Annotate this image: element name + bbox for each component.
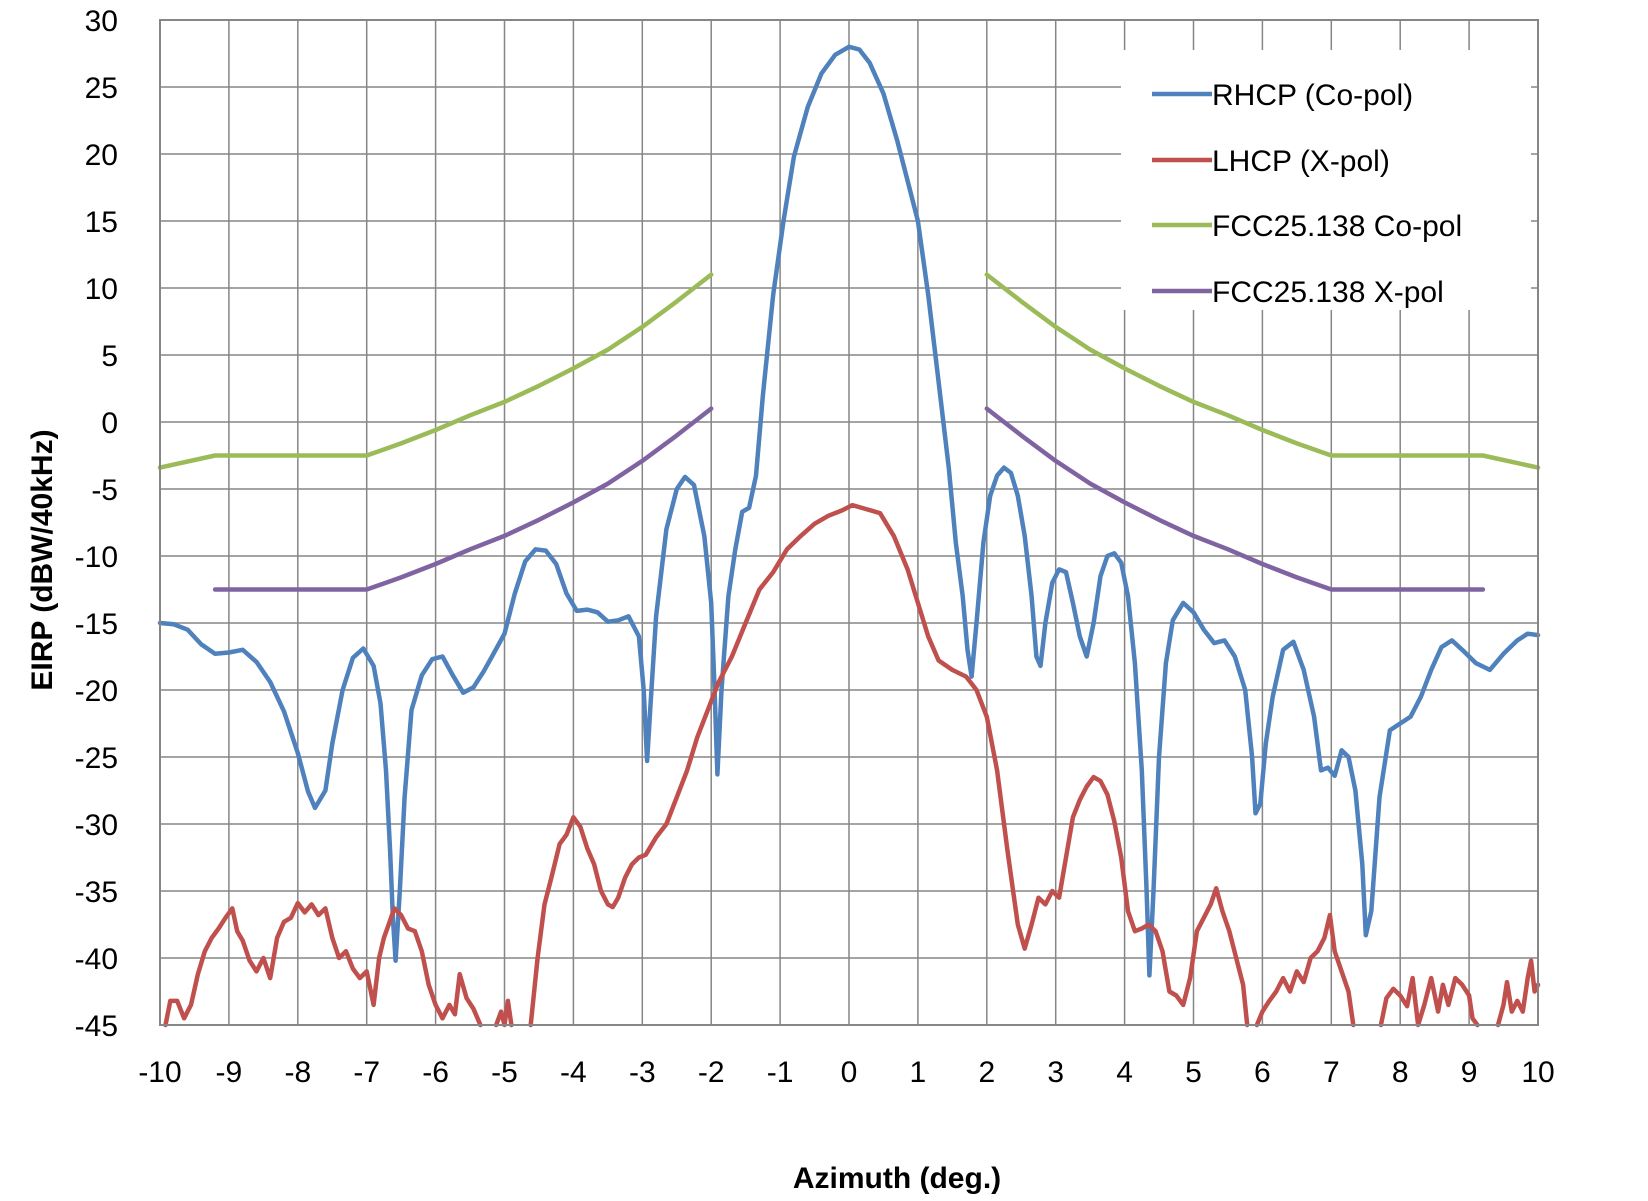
x-tick-label: 10	[1521, 1056, 1554, 1089]
x-tick-label: 2	[978, 1056, 995, 1089]
y-axis-title: EIRP (dBW/40kHz)	[26, 429, 59, 690]
y-tick-label: -45	[75, 1010, 118, 1043]
x-tick-label: -1	[767, 1056, 794, 1089]
series-line-fcc-xpol	[984, 406, 1486, 592]
series-line-lhcp	[1495, 958, 1541, 1028]
legend-label-rhcp: RHCP (Co-pol)	[1212, 79, 1413, 112]
x-tick-label: 6	[1254, 1056, 1271, 1089]
y-tick-label: -30	[75, 809, 118, 842]
legend-item-fcc-copol: FCC25.138 Co-pol	[1152, 210, 1462, 243]
x-tick-label: 1	[910, 1056, 927, 1089]
x-tick-label: -9	[216, 1056, 243, 1089]
y-tick-label: -20	[75, 675, 118, 708]
y-tick-label: -15	[75, 608, 118, 641]
legend-item-rhcp: RHCP (Co-pol)	[1152, 79, 1413, 112]
x-tick-label: -7	[353, 1056, 380, 1089]
x-axis-title: Azimuth (deg.)	[793, 1162, 1001, 1195]
x-axis-ticks: -10 -9 -8 -7 -6 -5 -4 -3 -2 -1 0 1 2 3 4 5 6 7 8 9 10	[138, 1056, 1554, 1089]
x-tick-label: -2	[698, 1056, 725, 1089]
x-tick-label: 0	[841, 1056, 858, 1089]
x-tick-label: 3	[1047, 1056, 1064, 1089]
y-tick-label: -5	[91, 474, 118, 507]
legend-item-fcc-xpol: FCC25.138 X-pol	[1152, 276, 1444, 309]
y-tick-label: 5	[101, 340, 118, 373]
series-line-lhcp	[528, 502, 1250, 1028]
x-tick-label: 9	[1461, 1056, 1478, 1089]
legend-item-lhcp: LHCP (X-pol)	[1152, 145, 1390, 178]
y-tick-label: 30	[85, 5, 118, 38]
plot-frame	[159, 19, 1539, 1026]
series-line-fcc-copol	[984, 272, 1541, 470]
x-tick-label: -5	[491, 1056, 518, 1089]
legend-label-fcc-copol: FCC25.138 Co-pol	[1212, 210, 1462, 243]
series-line-lhcp	[1254, 912, 1356, 1028]
y-tick-label: 15	[85, 206, 118, 239]
y-tick-label: 20	[85, 139, 118, 172]
legend-label-lhcp: LHCP (X-pol)	[1212, 145, 1390, 178]
x-tick-label: 4	[1116, 1056, 1133, 1089]
x-tick-label: -6	[422, 1056, 449, 1089]
plot-series	[157, 44, 1541, 1028]
y-tick-label: 0	[101, 407, 118, 440]
legend: RHCP (Co-pol) LHCP (X-pol) FCC25.138 Co-…	[1121, 50, 1531, 310]
y-tick-label: 10	[85, 273, 118, 306]
series-line-fcc-copol	[157, 272, 714, 470]
y-axis-ticks: 30 25 20 15 10 5 0 -5 -10 -15 -20 -25 -30 -35 -40 -45	[75, 5, 118, 1043]
x-tick-label: -4	[560, 1056, 587, 1089]
series-line-lhcp	[163, 900, 483, 1028]
x-tick-label: 7	[1323, 1056, 1340, 1089]
legend-label-fcc-xpol: FCC25.138 X-pol	[1212, 276, 1444, 309]
x-tick-label: -10	[138, 1056, 181, 1089]
x-tick-label: 5	[1185, 1056, 1202, 1089]
y-tick-label: -10	[75, 541, 118, 574]
y-tick-label: -25	[75, 742, 118, 775]
series-line-lhcp	[1378, 975, 1480, 1028]
series-line-fcc-xpol	[212, 406, 714, 592]
x-tick-label: -3	[629, 1056, 656, 1089]
x-tick-label: 8	[1392, 1056, 1409, 1089]
series-line-rhcp	[157, 44, 1541, 978]
y-tick-label: 25	[85, 72, 118, 105]
x-tick-label: -8	[284, 1056, 311, 1089]
y-tick-label: -35	[75, 876, 118, 909]
y-tick-label: -40	[75, 943, 118, 976]
